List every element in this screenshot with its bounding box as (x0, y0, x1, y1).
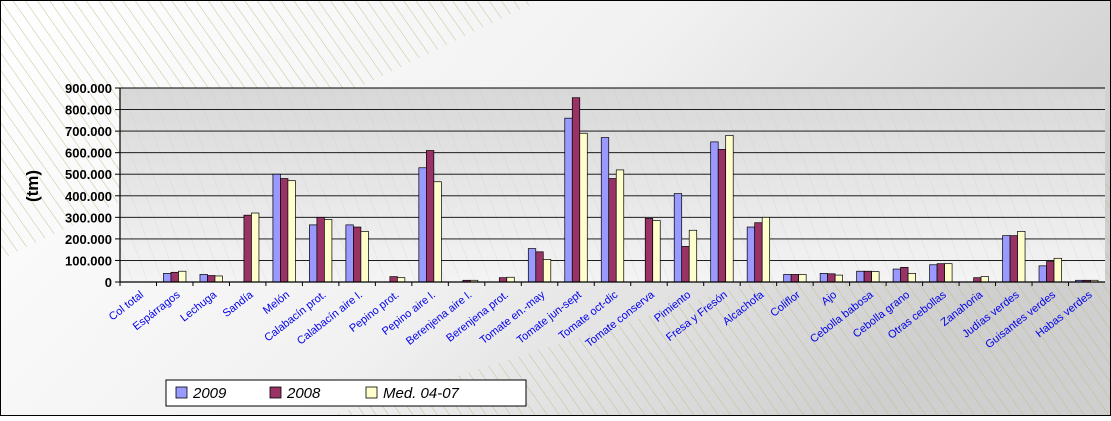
bar (199, 274, 208, 283)
bar (761, 216, 771, 283)
bar (673, 193, 683, 283)
bar (746, 226, 756, 283)
bar (207, 275, 216, 283)
bar (783, 274, 792, 283)
bar (1002, 235, 1011, 283)
bar (324, 219, 333, 283)
y-tick-label: 100.000 (65, 253, 112, 268)
bar (907, 273, 916, 283)
bar (280, 178, 289, 283)
y-tick-label: 300.000 (65, 210, 112, 225)
bar (863, 270, 872, 283)
bar (944, 263, 953, 283)
y-axis-ticks: 0 100.000 200.000 300.000 400.000 500.000 600.… (65, 81, 120, 290)
bar (725, 135, 734, 283)
legend-swatch (175, 386, 188, 399)
legend-swatch (365, 386, 378, 399)
bar (1009, 235, 1018, 283)
bar (1046, 261, 1055, 283)
bar (571, 97, 581, 283)
bar (418, 167, 427, 283)
y-tick-label: 800.000 (65, 103, 112, 118)
bar (397, 277, 406, 283)
legend-label: Med. 04-07 (383, 385, 460, 402)
bar (498, 277, 508, 283)
bar (615, 169, 625, 283)
bar (892, 268, 901, 283)
bar (1017, 230, 1026, 283)
bar (980, 276, 989, 283)
bar (798, 274, 807, 283)
bar (251, 212, 260, 283)
bar (608, 178, 617, 283)
bar (389, 276, 398, 283)
bar (688, 229, 698, 283)
bar (600, 137, 610, 283)
y-tick-label: 600.000 (65, 146, 112, 161)
y-tick-label: 700.000 (65, 124, 112, 139)
bar (871, 271, 880, 283)
legend-box (165, 379, 527, 407)
bar (717, 149, 727, 283)
y-axis-label: (tm) (23, 170, 42, 202)
bar (929, 264, 938, 283)
bar (214, 275, 223, 283)
bar (834, 274, 843, 283)
bar (856, 270, 865, 283)
legend-label: 2009 (192, 385, 227, 402)
legend-swatch (269, 386, 282, 399)
bar (542, 259, 552, 283)
bar (506, 276, 515, 283)
y-tick-label: 400.000 (65, 189, 112, 204)
bar (527, 248, 537, 283)
y-tick-label: 900.000 (65, 81, 112, 96)
bar (1053, 257, 1062, 283)
bar (353, 226, 362, 283)
y-tick-label: 0 (105, 275, 112, 290)
bar (973, 277, 982, 283)
legend-label: 2008 (286, 385, 321, 402)
bar (243, 214, 252, 283)
bar (681, 246, 690, 283)
bar (936, 263, 945, 283)
bar (754, 222, 763, 283)
bar (644, 218, 654, 283)
bar (827, 273, 836, 283)
y-tick-label: 200.000 (65, 232, 112, 247)
bar (579, 132, 588, 283)
bar (564, 117, 573, 283)
bar (535, 251, 544, 283)
bars (163, 97, 1099, 283)
y-tick-label: 500.000 (65, 167, 112, 182)
bar (163, 273, 172, 283)
bar (652, 220, 661, 283)
bar (360, 230, 369, 283)
bar (287, 180, 296, 283)
bar (819, 273, 828, 283)
bar (900, 266, 909, 283)
bar (1038, 265, 1047, 283)
bar (309, 224, 318, 283)
bar (170, 271, 179, 283)
bar (433, 181, 442, 283)
bar (178, 270, 187, 283)
bar (316, 216, 325, 283)
bar (345, 224, 354, 283)
bar (425, 150, 435, 283)
bar (790, 274, 800, 283)
legend: 2009 2008 Med. 04-07 (165, 379, 527, 407)
bar (710, 141, 719, 283)
bar (272, 173, 281, 283)
